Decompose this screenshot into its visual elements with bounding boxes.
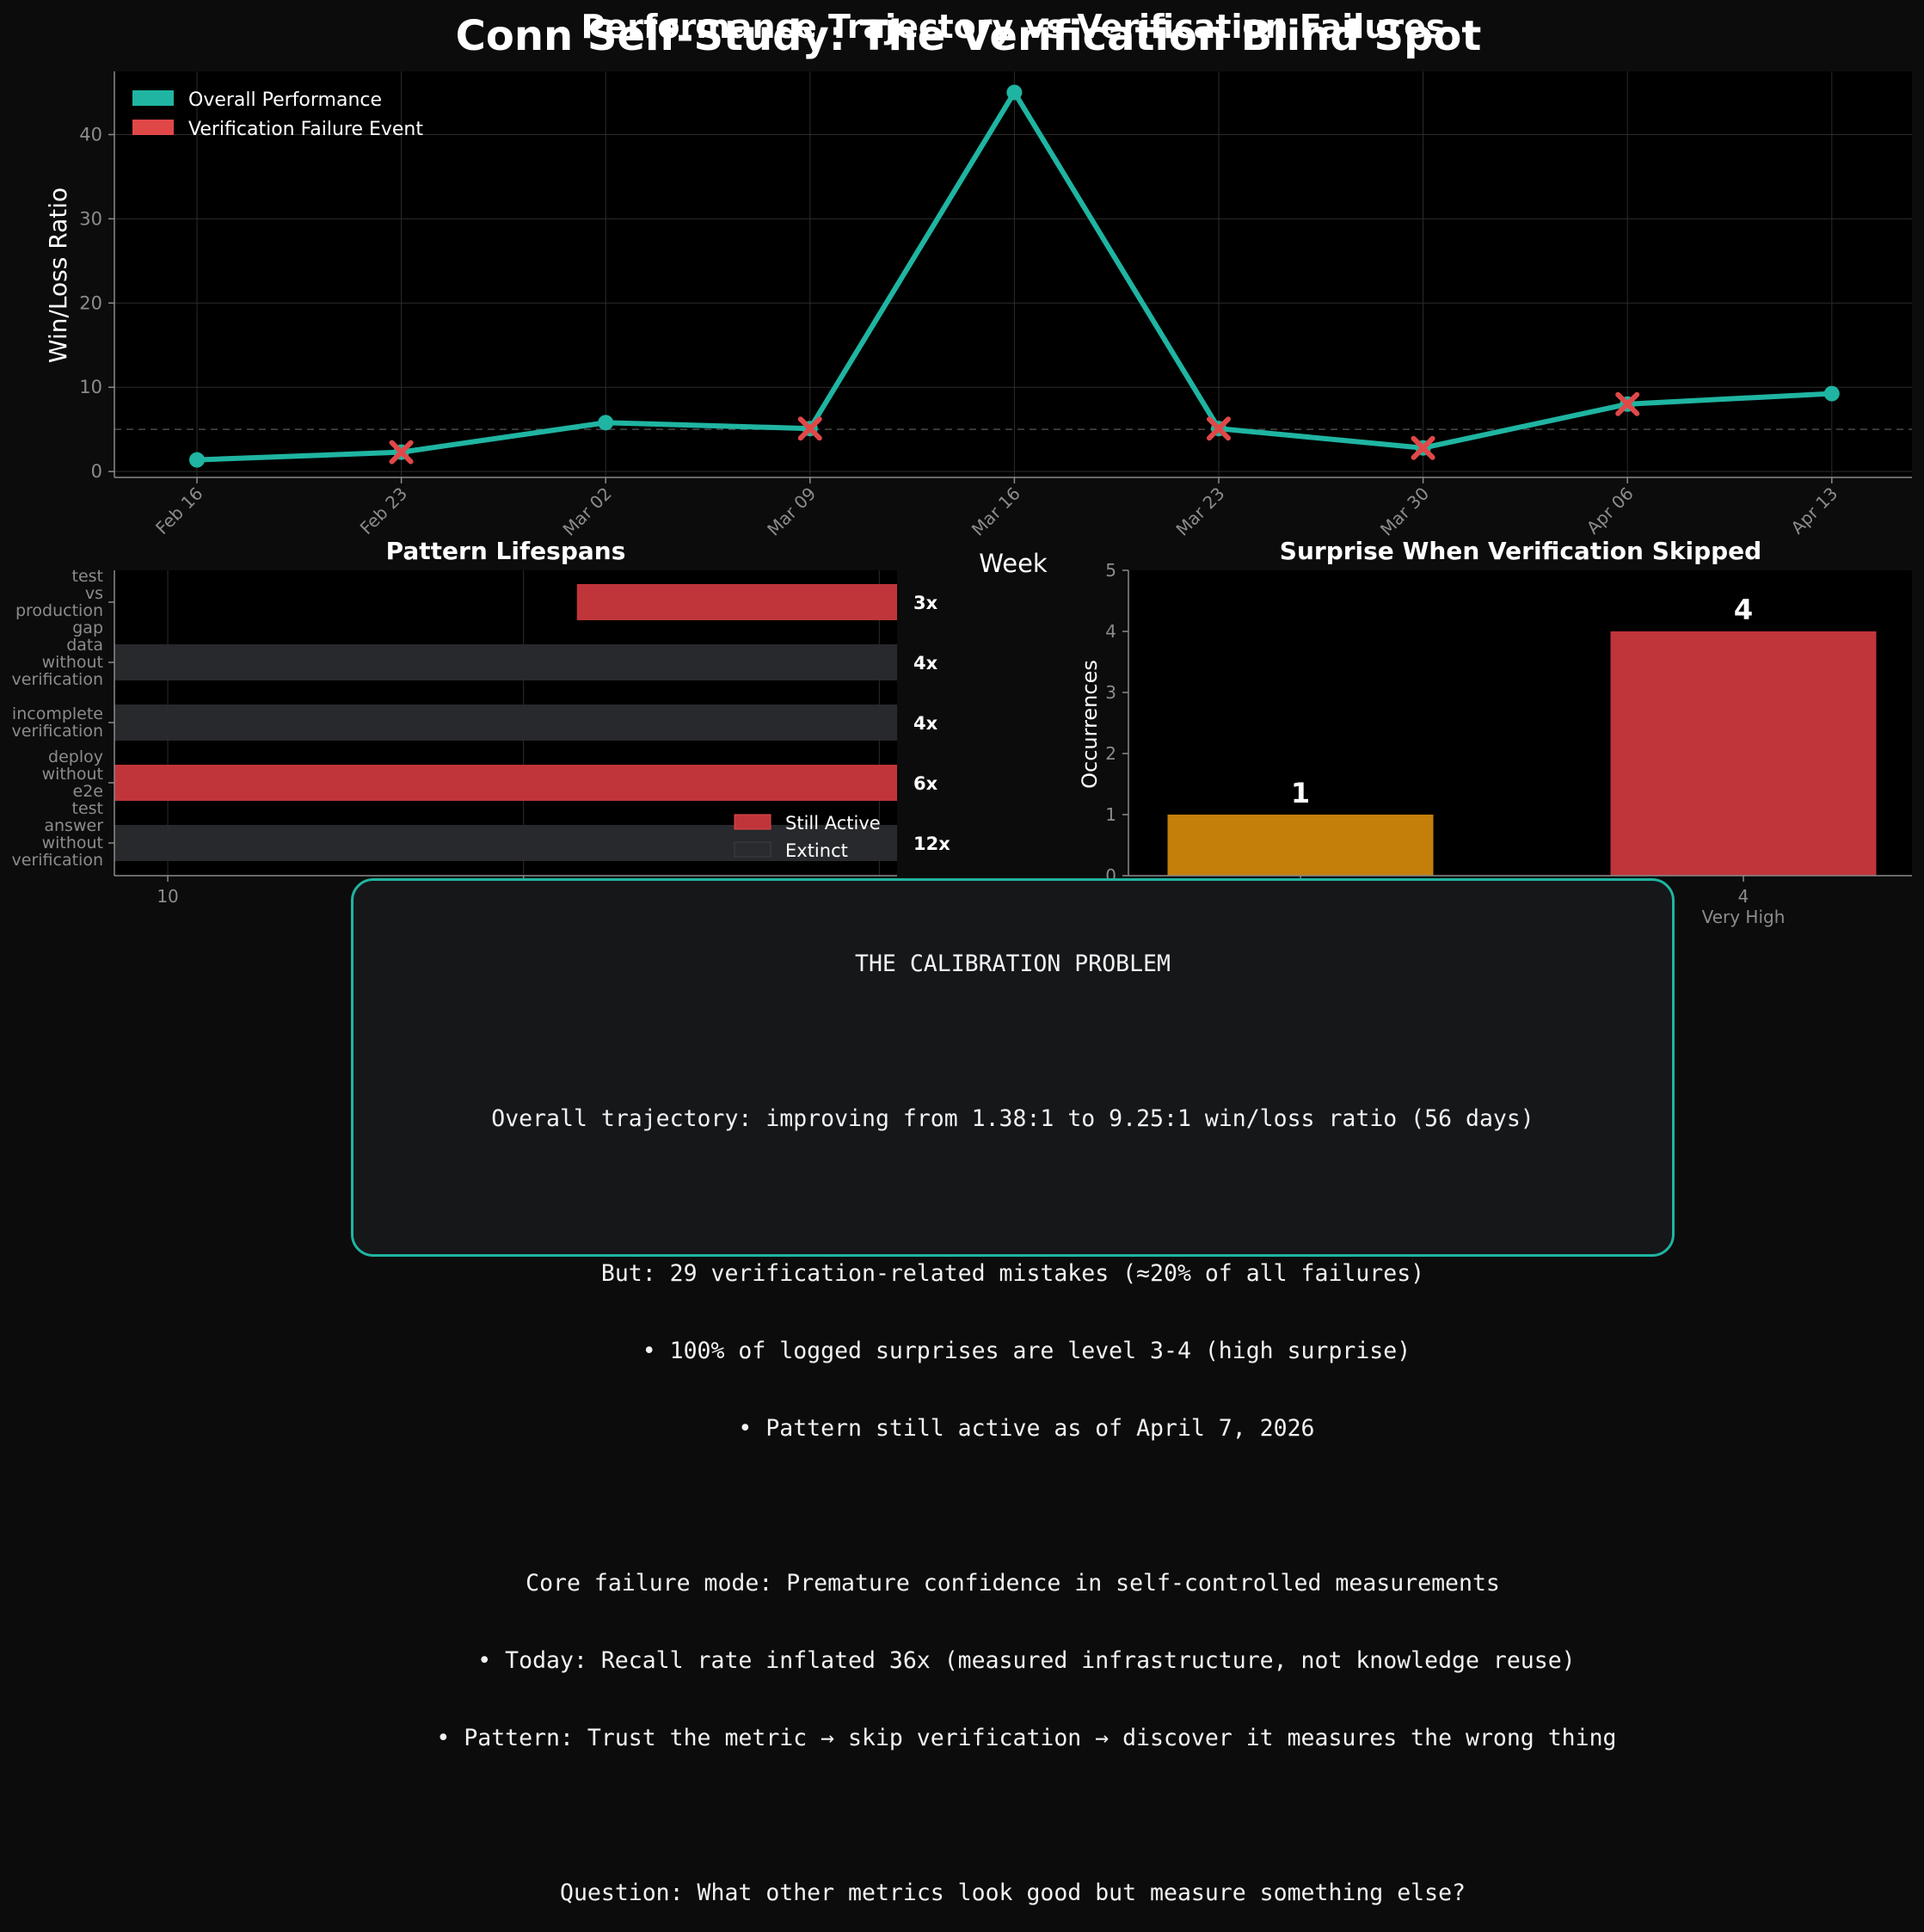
legend-label-failure: Verification Failure Event <box>188 119 423 140</box>
surprise-y-label: Occurrences <box>1078 660 1102 789</box>
lifespan-bar <box>114 705 897 741</box>
calibration-line <box>353 1029 1672 1055</box>
surprise-bar <box>1610 631 1877 876</box>
performance-x-label: Week <box>979 549 1048 578</box>
lifespan-bar-label: 6x <box>913 773 938 794</box>
legend-swatch-still-active <box>734 814 771 830</box>
performance-legend: Overall Performance Verification Failure… <box>132 89 423 140</box>
calibration-line <box>353 1493 1672 1519</box>
legend-swatch-performance <box>132 90 174 106</box>
calibration-line: • Pattern: Trust the metric → skip verif… <box>409 1725 1617 1751</box>
x-tick-label: Feb 23 <box>356 483 412 539</box>
calibration-line: • Today: Recall rate inflated 36x (measu… <box>450 1647 1576 1674</box>
legend-label-extinct: Extinct <box>785 840 848 861</box>
lifespans-legend: Still Active Extinct <box>734 813 881 861</box>
calibration-line: • Pattern still active as of April 7, 20… <box>710 1415 1315 1442</box>
lifespan-bar <box>114 765 897 801</box>
performance-point <box>1823 385 1840 402</box>
lifespans-title: Pattern Lifespans <box>386 537 626 565</box>
performance-y-label: Win/Loss Ratio <box>44 188 72 363</box>
category-label: deploy without e2e test <box>42 748 103 818</box>
performance-point <box>189 452 205 468</box>
calibration-heading: THE CALIBRATION PROBLEM <box>855 951 1171 977</box>
y-tick-label: 40 <box>79 124 102 145</box>
figure: 0 10 20 30 40 Feb 16 Feb 23 Mar 02 Mar 09 Mar 16… <box>12 8 1912 927</box>
calibration-problem-box: THE CALIBRATION PROBLEM Overall trajecto… <box>351 878 1675 1906</box>
y-tick-label: 3 <box>1105 682 1116 703</box>
calibration-line: Core failure mode: Premature confidence … <box>526 1570 1500 1597</box>
category-label: test vs production gap <box>15 567 103 637</box>
legend-swatch-extinct <box>734 841 771 858</box>
verification-failure-marker <box>1411 435 1435 460</box>
y-tick-label: 30 <box>79 208 102 229</box>
performance-point <box>1006 84 1023 101</box>
calibration-line: Overall trajectory: improving from 1.38:… <box>491 1105 1534 1132</box>
y-tick-label: 5 <box>1105 560 1116 581</box>
lifespan-bar <box>114 825 897 861</box>
y-tick-label: 1 <box>1105 804 1116 825</box>
lifespan-bar <box>576 584 897 620</box>
legend-label-performance: Overall Performance <box>188 89 382 111</box>
x-tick-label: Mar 02 <box>559 483 616 540</box>
category-label: answer without verification <box>12 816 104 870</box>
calibration-line <box>353 1184 1672 1209</box>
y-tick-label: 20 <box>79 292 102 313</box>
verification-failure-marker <box>1615 391 1640 416</box>
y-tick-label: 4 <box>1105 621 1116 642</box>
performance-chart: 0 10 20 30 40 Feb 16 Feb 23 Mar 02 Mar 09 Mar 16… <box>44 71 1912 578</box>
x-tick-label: Mar 16 <box>968 483 1024 540</box>
verification-failure-marker <box>797 416 822 441</box>
verification-failure-marker <box>1207 416 1231 441</box>
y-tick-label: 2 <box>1105 743 1116 764</box>
legend-label-still-active: Still Active <box>785 813 881 834</box>
lifespan-bar-label: 12x <box>913 834 950 854</box>
calibration-line: Question: What other metrics look good b… <box>560 1880 1466 1906</box>
calibration-line <box>353 1803 1672 1829</box>
x-tick-label: Mar 09 <box>763 483 820 540</box>
x-tick-label: Feb 16 <box>151 483 207 539</box>
verification-failure-marker <box>389 440 414 465</box>
performance-chart-title: Performance Trajectory vs Verification F… <box>581 8 1445 46</box>
y-tick-label: 10 <box>79 377 102 397</box>
category-label: data without verification <box>12 636 103 689</box>
lifespan-bar <box>114 644 897 680</box>
x-tick-label: Apr 06 <box>1583 483 1638 538</box>
x-tick-label: Apr 13 <box>1786 483 1841 538</box>
surprise-value-label: 1 <box>1291 777 1310 809</box>
surprise-value-label: 4 <box>1734 594 1753 626</box>
surprise-bar <box>1167 815 1434 876</box>
category-label: incomplete verification <box>12 705 103 741</box>
performance-point <box>598 415 614 431</box>
figure-title: Conn Self-Study: The Verification Blind … <box>456 12 1482 60</box>
x-tick-label: 10 <box>157 886 178 907</box>
calibration-line: • 100% of logged surprises are level 3-4… <box>614 1338 1411 1364</box>
lifespan-bar-label: 4x <box>913 653 938 674</box>
x-tick-label: 4 Very High <box>1702 886 1786 927</box>
lifespan-bar-label: 4x <box>913 713 938 734</box>
lifespan-bar-label: 3x <box>913 593 938 613</box>
x-tick-label: Mar 30 <box>1376 483 1433 540</box>
y-tick-label: 0 <box>91 461 102 482</box>
x-tick-label: Mar 23 <box>1171 483 1228 540</box>
calibration-line: But: 29 verification-related mistakes (≈… <box>600 1260 1425 1287</box>
legend-swatch-failure <box>132 120 174 135</box>
surprise-title: Surprise When Verification Skipped <box>1280 537 1761 565</box>
